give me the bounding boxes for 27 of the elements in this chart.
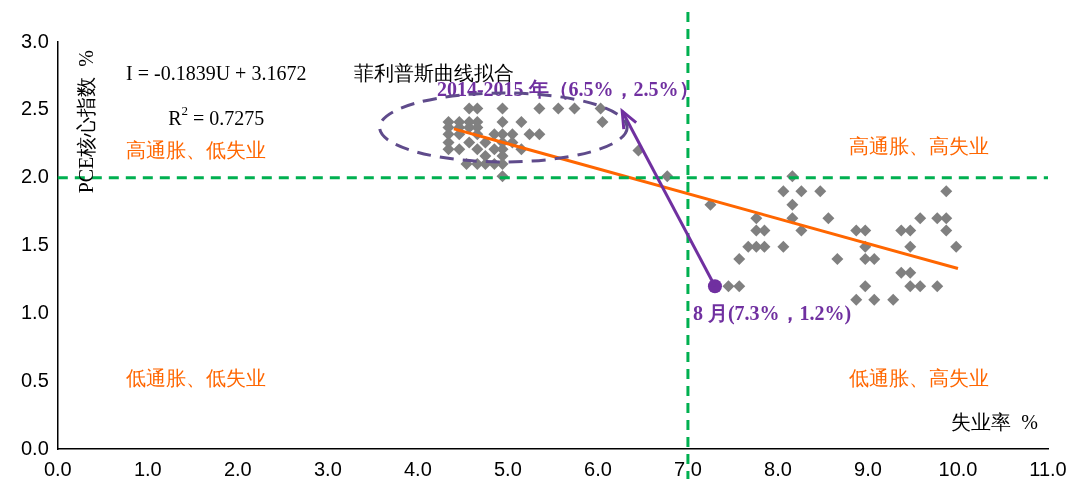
- y-axis-title: PCE核心指数 %: [74, 50, 97, 194]
- annotation: 高通胀、高失业: [849, 135, 990, 158]
- x-tick-label: 0.0: [43, 457, 72, 480]
- x-tick-label: 6.0: [584, 457, 612, 480]
- x-tick-label: 9.0: [854, 457, 882, 480]
- annotation: 高通胀、低失业: [126, 139, 267, 162]
- y-tick-label: 3.0: [20, 29, 49, 52]
- annotation: 8 月(7.3%，1.2%): [692, 302, 852, 326]
- x-tick-label: 5.0: [493, 457, 522, 480]
- x-tick-label: 10.0: [938, 457, 978, 480]
- x-tick-label: 2.0: [223, 457, 252, 480]
- y-tick-label: 1.0: [20, 300, 49, 323]
- x-tick-label: 4.0: [403, 457, 432, 480]
- x-axis-title: 失业率 %: [951, 411, 1038, 433]
- x-tick-label: 3.0: [313, 457, 342, 480]
- x-tick-label: 7.0: [674, 457, 702, 480]
- y-tick-label: 2.5: [20, 97, 49, 120]
- x-tick-label: 8.0: [764, 457, 792, 480]
- annotation: 低通胀、低失业: [126, 367, 267, 390]
- y-tick-label: 2.0: [20, 165, 49, 188]
- y-tick-label: 0.0: [20, 436, 49, 459]
- annotation: 低通胀、高失业: [849, 367, 990, 390]
- y-tick-label: 0.5: [20, 368, 49, 391]
- x-tick-label: 11.0: [1029, 457, 1067, 480]
- x-tick-label: 1.0: [133, 457, 162, 480]
- annotation: I = -0.1839U + 3.1672: [126, 61, 307, 84]
- y-tick-label: 1.5: [20, 233, 49, 256]
